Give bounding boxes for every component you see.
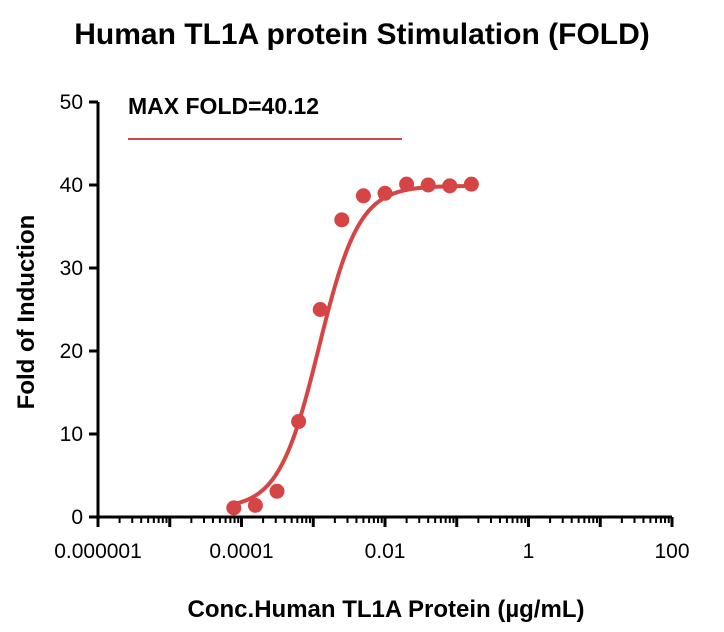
data-point (355, 188, 371, 204)
data-point (291, 414, 307, 430)
data-point (247, 497, 263, 513)
data-point (420, 177, 436, 193)
y-axis: 0 10 20 30 40 50 (60, 91, 100, 529)
data-point (269, 483, 285, 499)
x-tick-label: 1 (523, 540, 535, 563)
data-point (399, 176, 415, 192)
y-tick-label: 10 (60, 423, 83, 446)
y-tick-label: 20 (60, 340, 83, 363)
chart-title: Human TL1A protein Stimulation (FOLD) (74, 18, 650, 51)
data-points (226, 176, 479, 516)
x-tick-label: 0.000001 (54, 540, 142, 563)
fit-curve (231, 183, 474, 507)
y-tick-label: 0 (71, 506, 83, 529)
data-point (377, 185, 393, 201)
data-point (463, 176, 479, 192)
max-fold-annotation: MAX FOLD=40.12 (128, 93, 402, 140)
data-point (312, 302, 328, 317)
max-fold-label: MAX FOLD=40.12 (128, 93, 319, 119)
data-point (334, 212, 350, 228)
y-tick-label: 50 (60, 91, 83, 114)
data-point (442, 178, 458, 194)
plot-area (226, 176, 479, 516)
x-tick-label: 100 (654, 540, 689, 563)
x-axis: 0.000001 0.0001 0.01 1 100 (54, 515, 690, 563)
data-point (226, 500, 242, 516)
x-axis-title: Conc.Human TL1A Protein (µg/mL) (188, 596, 585, 623)
y-tick-label: 30 (60, 257, 83, 280)
x-tick-label: 0.01 (365, 540, 406, 563)
x-tick-label: 0.0001 (209, 540, 273, 563)
y-tick-label: 40 (60, 174, 83, 197)
y-axis-title: Fold of Induction (13, 215, 40, 410)
